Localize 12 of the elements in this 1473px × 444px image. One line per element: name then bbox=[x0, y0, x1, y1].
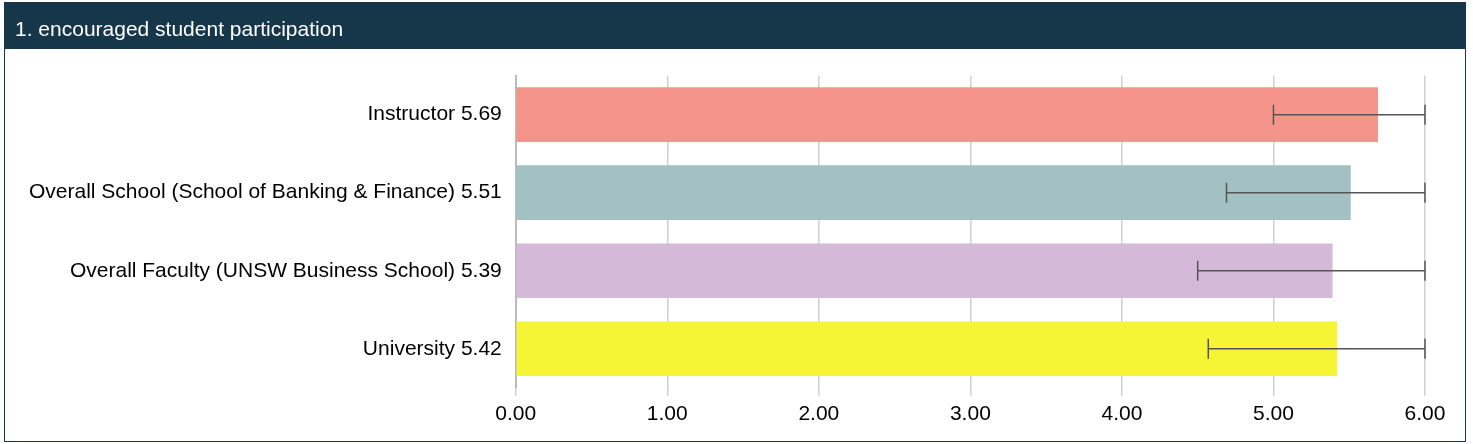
y-tick-label: Overall Faculty (UNSW Business School) 5.39 bbox=[69, 257, 502, 281]
x-tick-label: 0.00 bbox=[495, 401, 537, 425]
x-tick-label: 5.00 bbox=[1253, 401, 1294, 425]
x-tick-label: 1.00 bbox=[646, 401, 688, 425]
y-tick-label: University 5.42 bbox=[362, 335, 502, 359]
y-tick-label: Instructor 5.69 bbox=[367, 101, 502, 125]
x-tick-label: 4.00 bbox=[1101, 401, 1143, 425]
x-tick-label: 6.00 bbox=[1404, 401, 1446, 425]
x-tick-label: 2.00 bbox=[798, 401, 840, 425]
text: 1. encouraged student participation bbox=[5, 3, 1465, 49]
x-tick-label: 3.00 bbox=[949, 401, 991, 425]
y-tick-label: Overall School (School of Banking & Finance) 5.51 bbox=[28, 179, 502, 203]
